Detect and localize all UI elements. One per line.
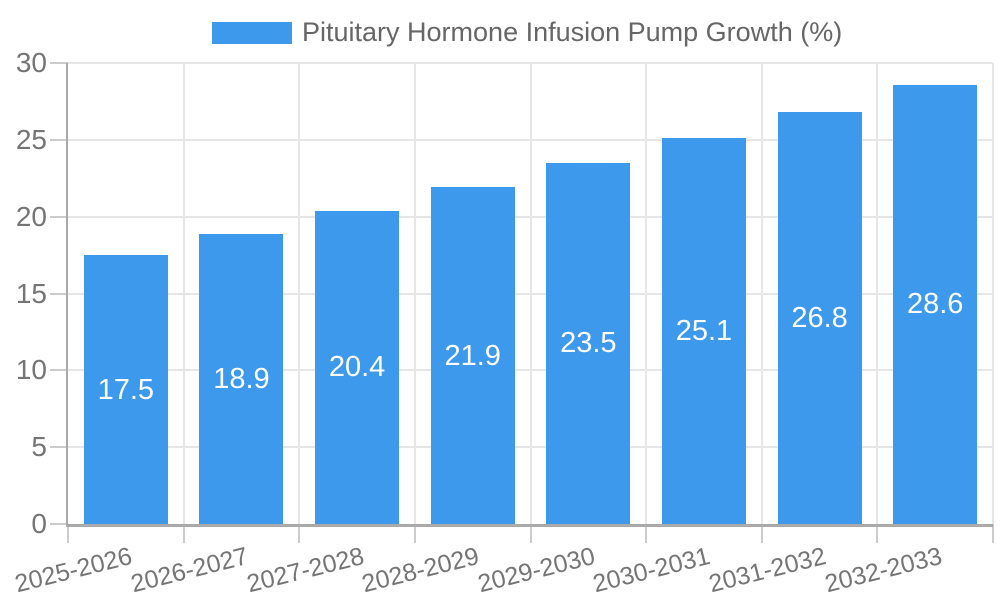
x-axis-tick-label: 2027-2028 bbox=[243, 542, 367, 599]
y-axis-tick-label: 10 bbox=[15, 354, 47, 386]
y-axis-tick bbox=[50, 369, 68, 372]
y-axis-tick-label: 0 bbox=[31, 508, 47, 539]
bar-value-label: 17.5 bbox=[97, 373, 155, 406]
x-axis-tick bbox=[876, 524, 879, 543]
x-axis-tick bbox=[298, 524, 301, 543]
bar-value-label: 23.5 bbox=[560, 327, 617, 360]
bar-value-label: 20.4 bbox=[328, 351, 386, 384]
bar bbox=[661, 138, 746, 524]
x-axis-tick bbox=[992, 524, 994, 543]
x-axis-tick bbox=[182, 524, 185, 543]
v-gridline bbox=[413, 63, 416, 524]
x-axis-tick bbox=[413, 524, 416, 543]
legend-swatch bbox=[212, 21, 292, 44]
x-axis-tick-label: 2026-2027 bbox=[127, 542, 251, 599]
x-axis-tick-label: 2031-2032 bbox=[706, 542, 829, 599]
y-axis-tick bbox=[50, 62, 68, 64]
bar bbox=[893, 84, 978, 524]
x-axis-tick-label: 2030-2031 bbox=[590, 542, 714, 599]
v-gridline bbox=[182, 63, 185, 524]
bar bbox=[199, 233, 284, 524]
y-axis-tick bbox=[50, 446, 68, 449]
v-gridline bbox=[992, 63, 994, 524]
bar bbox=[777, 112, 862, 524]
bar bbox=[546, 162, 631, 524]
x-axis-tick-label: 2025-2026 bbox=[12, 542, 136, 599]
y-axis-line bbox=[66, 63, 68, 524]
bar-value-label: 28.6 bbox=[906, 288, 964, 321]
v-gridline bbox=[298, 63, 301, 524]
v-gridline bbox=[876, 63, 879, 524]
y-axis-tick bbox=[50, 523, 68, 525]
y-axis-tick-label: 30 bbox=[15, 47, 47, 78]
x-axis-tick bbox=[529, 524, 532, 543]
v-gridline bbox=[760, 63, 763, 524]
x-axis-tick bbox=[645, 524, 648, 543]
chart-legend: Pituitary Hormone Infusion Pump Growth (… bbox=[212, 19, 842, 46]
bar bbox=[315, 210, 400, 524]
y-axis-tick-label: 20 bbox=[15, 200, 47, 232]
x-axis-tick-label: 2028-2029 bbox=[359, 542, 482, 599]
v-gridline bbox=[529, 63, 532, 524]
x-axis-line bbox=[66, 524, 993, 527]
x-axis-tick-label: 2029-2030 bbox=[474, 542, 598, 599]
bar bbox=[430, 187, 515, 524]
y-axis-tick bbox=[50, 138, 68, 141]
y-axis-tick-label: 5 bbox=[31, 431, 47, 463]
x-axis-tick-label: 2032-2033 bbox=[821, 542, 945, 599]
x-axis-tick bbox=[67, 524, 69, 543]
bar bbox=[83, 255, 168, 524]
v-gridline bbox=[645, 63, 648, 524]
y-axis-tick bbox=[50, 215, 68, 218]
y-axis-tick-label: 25 bbox=[15, 123, 47, 155]
bar-value-label: 25.1 bbox=[675, 315, 733, 348]
legend-label: Pituitary Hormone Infusion Pump Growth (… bbox=[302, 17, 843, 47]
y-axis-tick-label: 15 bbox=[15, 277, 47, 309]
x-axis-tick bbox=[760, 524, 763, 543]
bar-value-label: 21.9 bbox=[444, 339, 501, 372]
y-axis-tick bbox=[50, 292, 68, 295]
bar-value-label: 26.8 bbox=[791, 302, 848, 335]
bar-value-label: 18.9 bbox=[213, 362, 270, 395]
